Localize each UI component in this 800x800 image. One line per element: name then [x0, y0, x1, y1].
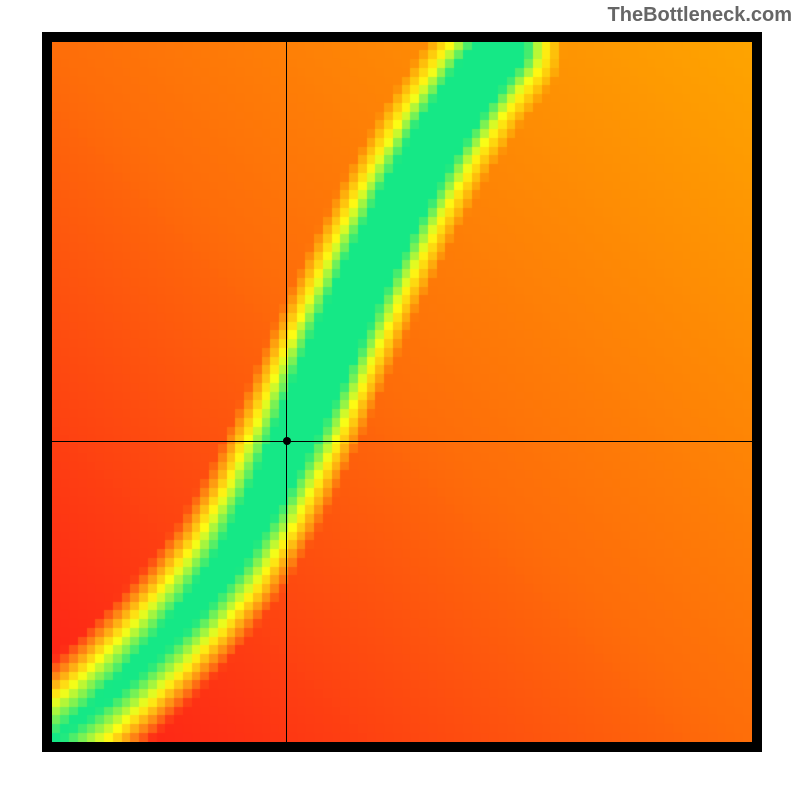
crosshair-horizontal: [52, 441, 752, 442]
watermark-text: TheBottleneck.com: [608, 4, 792, 27]
crosshair-vertical: [286, 42, 287, 742]
crosshair-marker: [283, 437, 291, 445]
heatmap-canvas: [52, 42, 752, 742]
figure-container: TheBottleneck.com: [0, 0, 800, 800]
